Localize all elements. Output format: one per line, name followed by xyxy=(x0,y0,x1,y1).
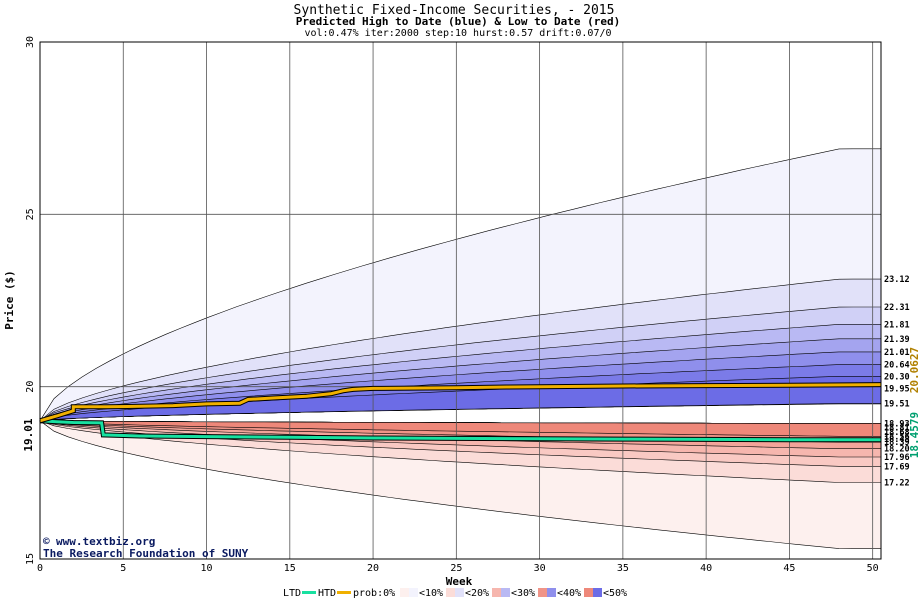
legend-ltd-label: LTD xyxy=(283,588,301,599)
x-tick-label: 10 xyxy=(201,563,213,574)
legend-htd-swatch xyxy=(337,591,351,594)
ltd-line xyxy=(39,419,881,442)
x-tick-label: 30 xyxy=(534,563,546,574)
legend-swatch-blue xyxy=(455,588,464,597)
legend-item-label: <10% xyxy=(419,588,443,599)
legend-prob-label: prob:0% xyxy=(353,588,395,599)
legend-swatch-red xyxy=(538,588,547,597)
end-label: 18.20 xyxy=(884,445,910,455)
legend-swatch-red xyxy=(584,588,593,597)
legend-item-label: <30% xyxy=(511,588,535,599)
legend: LTD HTD prob:0% <10% <20% <30% <40% <50% xyxy=(283,588,627,599)
plot-frame xyxy=(39,41,882,560)
legend-ltd-swatch xyxy=(302,591,316,594)
end-label: 20.64 xyxy=(884,361,910,371)
end-label: 19.51 xyxy=(884,400,910,410)
y-tick-label: 20 xyxy=(25,381,36,393)
chart-subtitle: Predicted High to Date (blue) & Low to D… xyxy=(296,15,621,28)
htd-final-label: 20.0627 xyxy=(908,347,920,393)
y-tick-label: 25 xyxy=(25,208,36,220)
x-tick-label: 25 xyxy=(450,563,462,574)
x-tick-label: 35 xyxy=(617,563,629,574)
x-tick-label: 20 xyxy=(367,563,379,574)
credit: © www.textbiz.org The Research Foundatio… xyxy=(43,535,249,560)
legend-swatch-blue xyxy=(501,588,510,597)
legend-item-label: <40% xyxy=(557,588,581,599)
legend-swatch-blue xyxy=(409,588,418,597)
x-tick-label: 5 xyxy=(120,563,126,574)
probability-bands xyxy=(39,148,882,549)
legend-htd-label: HTD xyxy=(318,588,336,599)
x-tick-label: 45 xyxy=(783,563,795,574)
end-label: 21.81 xyxy=(884,320,910,330)
htd-line xyxy=(39,383,882,423)
x-axis-label: Week xyxy=(446,575,473,588)
end-label: 23.12 xyxy=(884,275,910,285)
legend-swatch-red xyxy=(446,588,455,597)
end-label: 18.93 xyxy=(884,420,910,430)
end-label: 18.48 xyxy=(884,435,910,445)
legend-swatch-red xyxy=(400,588,409,597)
chart-title: Synthetic Fixed-Income Securities, - 201… xyxy=(294,3,615,18)
end-label: 21.39 xyxy=(884,335,910,345)
x-tick-label: 50 xyxy=(867,563,879,574)
end-label: 18.68 xyxy=(884,428,910,438)
end-label: 18.81 xyxy=(884,424,910,434)
credit-org: The Research Foundation of SUNY xyxy=(43,547,249,560)
credit-site: www.textbiz.org xyxy=(56,535,155,548)
end-label: 17.69 xyxy=(884,462,910,472)
end-label: 20.30 xyxy=(884,372,910,382)
x-tick-label: 15 xyxy=(284,563,296,574)
y-tick-label: 30 xyxy=(25,36,36,48)
copyright-icon: © xyxy=(43,535,50,548)
end-label: 17.96 xyxy=(884,453,910,463)
end-label: 18.39 xyxy=(884,438,910,448)
legend-item-label: <20% xyxy=(465,588,489,599)
end-label: 22.31 xyxy=(884,303,910,313)
legend-swatch-blue xyxy=(547,588,556,597)
x-tick-label: 0 xyxy=(37,563,43,574)
y-axis-label: Price ($) xyxy=(3,270,16,330)
x-tick-labels: 0 5 10 15 20 25 30 35 40 45 50 xyxy=(37,563,879,574)
end-label: 17.22 xyxy=(884,478,910,488)
start-value-label: 19.01 xyxy=(22,418,35,451)
legend-swatch-blue xyxy=(593,588,602,597)
ltd-final-label: 18.4579 xyxy=(908,412,920,458)
legend-swatch-red xyxy=(492,588,501,597)
end-label: 18.56 xyxy=(884,432,910,442)
legend-item-label: <50% xyxy=(603,588,627,599)
end-label: 19.95 xyxy=(884,384,910,394)
x-tick-label: 40 xyxy=(700,563,712,574)
end-label: 21.01 xyxy=(884,348,910,358)
y-tick-labels: 15 20 25 30 xyxy=(25,36,36,565)
y-tick-label: 15 xyxy=(25,553,36,565)
chart-params: vol:0.47% iter:2000 step:10 hurst:0.57 d… xyxy=(304,28,611,39)
series-lines xyxy=(39,382,882,443)
